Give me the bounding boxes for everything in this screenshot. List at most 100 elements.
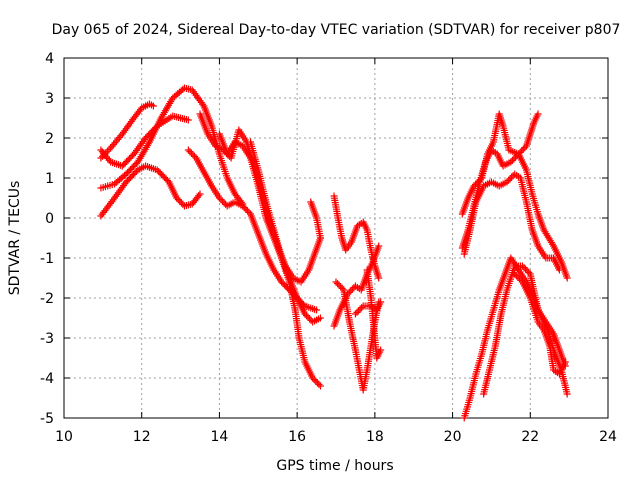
data-point-marker: [245, 208, 253, 216]
x-tick-label: 10: [55, 429, 73, 445]
data-point-marker: [304, 313, 312, 321]
data-point-marker: [315, 380, 323, 388]
data-point-marker: [519, 145, 527, 153]
data-point-marker: [514, 273, 522, 281]
data-point-marker: [519, 262, 527, 270]
data-point-marker: [337, 283, 345, 291]
data-point-marker: [508, 173, 516, 181]
series-track-9: [307, 198, 324, 242]
data-point-marker: [196, 190, 204, 198]
data-point-marker: [220, 199, 228, 207]
data-point-marker: [561, 358, 569, 366]
data-point-marker: [348, 285, 356, 293]
series-track-1: [97, 112, 192, 170]
series-track-14: [363, 266, 385, 362]
data-point-marker: [506, 175, 514, 183]
x-tick-label: 20: [444, 429, 462, 445]
data-point-marker: [522, 265, 530, 273]
data-point-marker: [242, 205, 250, 213]
series-track-20: [511, 270, 569, 378]
y-tick-label: 3: [45, 91, 54, 107]
data-point-marker: [356, 305, 364, 313]
data-point-marker: [512, 153, 520, 161]
data-point-marker: [316, 234, 324, 242]
y-tick-labels: -5 -4 -3 -2 -1 0 1 2 3 4: [40, 51, 54, 427]
data-point-marker: [521, 144, 529, 152]
data-point-marker: [473, 179, 481, 187]
series-track-2: [97, 100, 157, 162]
x-tick-label: 18: [366, 429, 384, 445]
data-point-marker: [316, 382, 324, 390]
data-point-marker: [174, 196, 182, 204]
data-point-marker: [511, 270, 519, 278]
data-point-marker: [525, 268, 533, 276]
data-point-marker: [520, 264, 528, 272]
data-point-marker: [507, 158, 515, 166]
data-point-marker: [353, 308, 361, 316]
data-point-marker: [219, 197, 227, 205]
x-tick-labels: 10 12 14 16 18 20 22 24: [55, 429, 617, 445]
data-point-marker: [338, 284, 346, 292]
data-point-marker: [335, 281, 343, 289]
data-point-marker: [358, 304, 366, 312]
series-track-19: [480, 262, 569, 398]
data-point-marker: [563, 390, 571, 398]
data-point-marker: [512, 272, 520, 280]
data-point-marker: [301, 310, 309, 318]
data-point-marker: [195, 192, 203, 200]
data-point-marker: [310, 376, 318, 384]
data-point-marker: [505, 176, 513, 184]
data-point-marker: [351, 310, 359, 318]
data-point-marker: [309, 374, 317, 382]
data-point-marker: [534, 110, 542, 118]
data-point-marker: [313, 379, 321, 387]
data-point-marker: [186, 148, 194, 156]
series-track-11: [330, 242, 383, 330]
data-point-marker: [312, 377, 320, 385]
data-point-marker: [476, 176, 484, 184]
x-tick-label: 12: [133, 429, 151, 445]
series-track-5: [184, 146, 321, 314]
data-point-marker: [470, 182, 478, 190]
x-tick-label: 16: [288, 429, 306, 445]
series-track-17: [460, 170, 563, 274]
axis-ticks: [63, 57, 609, 419]
data-point-marker: [102, 149, 110, 157]
data-point-marker: [510, 155, 518, 163]
data-point-marker: [517, 276, 525, 284]
data-point-marker: [217, 196, 225, 204]
data-point-marker: [173, 194, 181, 202]
x-tick-label: 14: [211, 429, 229, 445]
data-point-marker: [184, 116, 192, 124]
data-point-marker: [334, 280, 342, 288]
y-tick-label: 4: [45, 51, 54, 67]
data-marks: [97, 84, 571, 422]
data-point-marker: [375, 242, 383, 250]
data-point-marker: [555, 266, 563, 274]
data-point-marker: [176, 197, 184, 205]
data-point-marker: [523, 267, 531, 275]
series-track-16: [458, 110, 571, 282]
data-point-marker: [355, 307, 363, 315]
data-point-marker: [375, 274, 383, 282]
chart-title: Day 065 of 2024, Sidereal Day-to-day VTE…: [52, 22, 621, 38]
data-point-marker: [313, 306, 321, 314]
data-point-marker: [105, 146, 113, 154]
data-point-marker: [471, 180, 479, 188]
x-tick-label: 22: [521, 429, 539, 445]
data-point-marker: [149, 102, 157, 110]
data-point-marker: [475, 177, 483, 185]
data-point-marker: [377, 346, 385, 354]
x-tick-label: 24: [599, 429, 617, 445]
series-track-12: [332, 278, 383, 394]
data-point-marker: [100, 151, 108, 159]
data-point-marker: [243, 207, 251, 215]
y-tick-label: -5: [40, 411, 54, 427]
data-point-marker: [332, 278, 340, 286]
data-point-marker: [503, 178, 511, 186]
data-point-marker: [316, 314, 324, 322]
y-tick-label: -4: [40, 371, 54, 387]
data-point-marker: [240, 204, 248, 212]
y-tick-label: -1: [40, 251, 54, 267]
data-point-marker: [302, 312, 310, 320]
